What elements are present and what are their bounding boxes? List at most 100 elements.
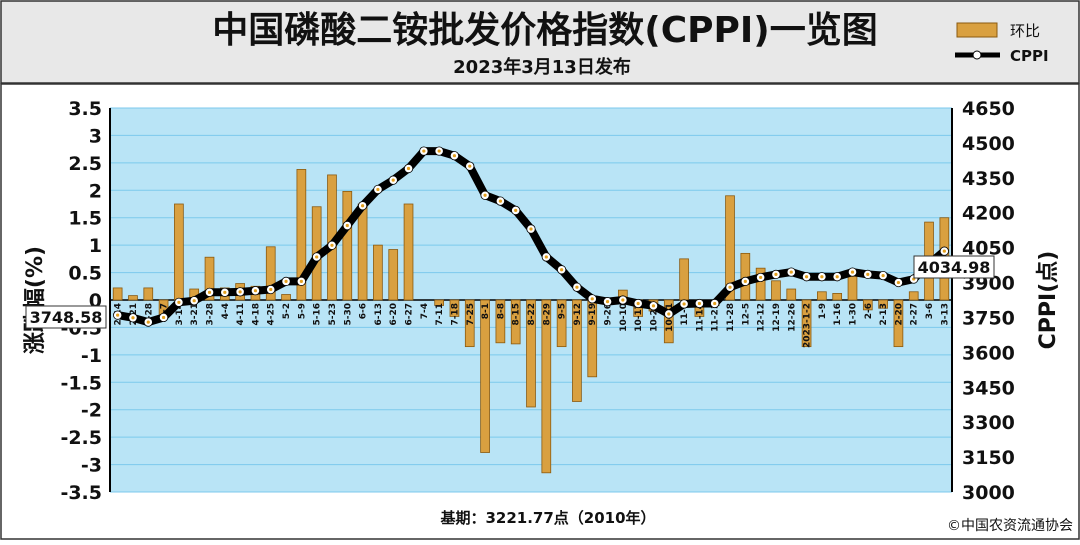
cppi-point-center [850,270,855,274]
chart-subtitle: 2023年3月13日发布 [453,56,631,78]
cppi-point-center [942,249,946,253]
bar [403,203,414,301]
cppi-point-center [743,279,747,283]
cppi-point-center [437,149,441,153]
bar [771,280,781,301]
cppi-point-center [330,243,334,247]
cppi-point-center [131,316,135,320]
x-tick-label: 5-2 [282,303,292,319]
x-tick-label: 2023-1-2 [803,303,813,348]
left-tick-label: 0.5 [68,263,102,285]
cppi-point-center [177,300,181,304]
x-tick-label: 5-23 [328,303,338,326]
cppi-point-center [636,301,640,306]
right-tick-label: 4200 [962,203,1015,225]
x-tick-label: 2-6 [864,303,874,319]
right-tick-label: 3600 [962,342,1015,364]
cppi-point-center [713,301,717,306]
cppi-point-center [284,279,288,283]
start-value-box [25,305,107,329]
bar [357,203,368,301]
cppi-point-center [253,289,258,293]
cppi-point-center [116,313,120,317]
cppi-point-center [605,300,610,304]
x-tick-label: 10-17 [634,303,644,332]
x-tick-label: 3-28 [206,303,216,326]
cppi-point-center [146,320,150,324]
bar [817,291,827,301]
x-tick-label: 6-13 [374,303,384,326]
cppi-point-center [223,290,227,294]
x-tick-label: 3-21 [190,303,200,326]
cppi-point-center [544,255,548,259]
left-tick-label: 1 [89,235,102,257]
cppi-point-center [667,312,671,316]
header-band [0,0,1080,84]
cppi-point-center [391,178,395,182]
bar [174,203,184,301]
base-period-note: 基期：3221.77点（2010年） [439,509,655,527]
x-tick-label: 5-16 [313,303,323,326]
x-tick-label: 7-18 [450,303,460,326]
bar [572,299,582,402]
right-tick-label: 3450 [962,377,1015,399]
cppi-point-center [315,255,319,259]
bar [128,295,138,301]
cppi-point-center [483,193,487,197]
legend: 环比 CPPI [955,22,1049,65]
bar [847,274,858,301]
x-tick-label: 4-25 [267,303,277,326]
bar [495,299,506,344]
cppi-point-center [529,227,533,231]
x-tick-label: 2-27 [910,303,920,326]
x-tick-label: 12-12 [757,303,767,332]
left-tick-label: 3.5 [68,98,102,120]
left-tick-label: 1.5 [68,208,102,230]
x-tick-label: 9-26 [604,303,614,326]
x-axis-ticks: 2-142-212-283-73-143-213-284-44-114-184-… [114,303,951,348]
cppi-point-center [192,299,196,303]
cppi-point-center [881,273,885,278]
x-tick-label: 8-1 [481,303,491,319]
x-tick-label: 2-20 [894,303,904,326]
chart-title: 中国磷酸二铵批发价格指数(CPPI)一览图 [212,10,878,51]
x-tick-label: 6-6 [359,303,369,319]
x-tick-label: 6-20 [389,303,399,326]
cppi-point-center [820,275,824,279]
cppi-point-center [498,199,502,203]
x-tick-label: 3-13 [940,303,950,326]
right-tick-label: 3750 [962,307,1015,329]
cppi-point-center [835,275,839,279]
right-tick-label: 4500 [962,133,1015,155]
bar [786,288,797,301]
cppi-point-center [560,268,564,272]
x-tick-label: 9-19 [588,303,598,326]
left-axis-title: 涨跌幅(%) [23,246,48,354]
start-value-label: 3748.58 [30,308,103,327]
left-tick-label: -3 [81,455,102,477]
x-tick-label: 12-5 [741,303,751,326]
x-tick-label: 12-26 [787,303,797,332]
left-tick-label: 2 [89,180,102,202]
right-tick-label: 4350 [962,168,1015,190]
cppi-point-center [774,272,778,276]
cppi-point-center [376,187,380,192]
bar [449,299,460,317]
cppi-point-center [345,223,349,228]
x-tick-label: 1-9 [818,303,828,319]
x-tick-label: 12-19 [772,303,782,332]
x-tick-label: 1-16 [833,303,843,326]
legend-bar-label: 环比 [1010,22,1040,40]
x-tick-label: 11-28 [726,303,736,332]
bar [862,299,873,311]
cppi-point-center [422,149,426,153]
cppi-point-center [590,297,594,301]
cppi-point-center [238,290,242,294]
x-tick-label: 5-9 [297,303,307,319]
x-tick-label: 2-28 [144,303,154,326]
x-tick-label: 7-25 [466,303,476,326]
legend-line-marker [972,50,982,60]
right-tick-label: 3300 [962,412,1015,434]
bar [434,299,444,306]
x-tick-label: 8-15 [512,303,522,326]
